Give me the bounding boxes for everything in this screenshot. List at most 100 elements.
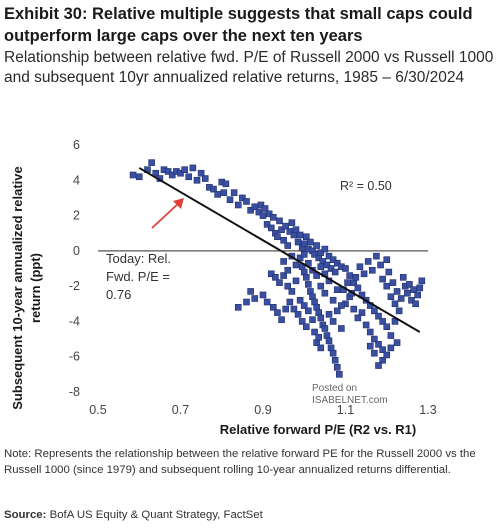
data-point	[298, 318, 306, 325]
data-point	[325, 252, 333, 260]
data-point	[325, 311, 333, 318]
source-text: BofA US Equity & Quant Strategy, FactSet	[49, 509, 263, 521]
data-point	[270, 304, 277, 311]
data-point	[333, 363, 341, 371]
watermark-line1: Posted on	[312, 383, 358, 394]
data-point	[333, 286, 341, 293]
x-tick-label: 0.7	[172, 403, 189, 417]
data-point	[338, 302, 345, 309]
data-point	[261, 205, 269, 212]
data-point	[263, 298, 271, 306]
arrow-head	[173, 198, 184, 209]
data-point	[303, 233, 310, 241]
data-point	[342, 265, 349, 272]
data-point	[366, 328, 374, 336]
data-point	[352, 274, 360, 281]
data-point	[387, 344, 395, 352]
data-point	[288, 219, 296, 226]
data-point	[307, 238, 314, 246]
data-point	[185, 173, 193, 181]
x-tick-label: 1.1	[337, 403, 354, 417]
data-point	[305, 281, 312, 288]
data-point	[414, 291, 421, 299]
data-point	[164, 168, 172, 175]
y-tick-label: -6	[69, 350, 80, 364]
data-point	[300, 251, 308, 258]
data-point	[255, 208, 263, 216]
data-point	[201, 175, 209, 182]
r-squared-label: R² = 0.50	[340, 179, 392, 193]
x-tick-label: 0.5	[89, 403, 106, 417]
data-point	[379, 318, 386, 325]
annotation-line: Today: Rel.	[106, 251, 171, 266]
data-point	[311, 328, 318, 336]
data-point	[369, 266, 376, 274]
data-point	[373, 252, 380, 260]
watermark: Posted on ISABELNET.com	[312, 383, 388, 407]
data-point	[364, 258, 372, 265]
data-point	[331, 356, 339, 364]
data-point	[389, 279, 397, 286]
data-point	[234, 304, 242, 311]
data-point	[360, 270, 368, 278]
data-point	[366, 342, 374, 350]
data-point	[300, 302, 308, 309]
data-point	[358, 309, 366, 316]
data-point	[265, 210, 273, 218]
data-point	[267, 270, 275, 278]
data-point	[336, 371, 343, 378]
data-point	[303, 323, 310, 331]
y-axis-ticks: 6 4 2 0 -2 -4 -6 -8	[69, 138, 80, 399]
arrow-shaft	[151, 201, 181, 229]
data-point	[296, 296, 304, 304]
data-point	[356, 263, 364, 271]
data-point	[284, 266, 292, 274]
data-point	[329, 349, 337, 357]
data-point	[325, 337, 333, 345]
data-point	[305, 307, 312, 315]
data-point	[375, 312, 382, 320]
data-point	[371, 349, 378, 357]
data-point	[354, 314, 362, 322]
data-point	[317, 263, 325, 271]
chart-title: Exhibit 30: Relative multiple suggests t…	[4, 5, 473, 45]
data-point	[129, 171, 137, 179]
source-line: Source: BofA US Equity & Quant Strategy,…	[4, 509, 263, 521]
data-point	[393, 288, 401, 295]
data-point	[243, 298, 250, 306]
data-point	[292, 226, 300, 233]
data-point	[284, 242, 292, 249]
data-point	[317, 344, 325, 352]
y-tick-label: -8	[69, 385, 80, 399]
data-point	[321, 325, 329, 332]
data-point	[329, 256, 337, 263]
data-point	[406, 281, 413, 288]
data-point	[234, 201, 242, 209]
data-point	[296, 231, 304, 239]
data-point	[280, 258, 287, 265]
data-point	[397, 295, 405, 302]
data-point	[193, 176, 201, 184]
data-point	[315, 334, 322, 341]
source-label: Source:	[4, 509, 47, 521]
data-point	[274, 233, 281, 241]
data-point	[210, 185, 217, 193]
data-point	[383, 323, 391, 331]
data-point	[329, 296, 337, 304]
data-point	[362, 321, 370, 329]
data-point	[177, 169, 184, 177]
data-point	[408, 296, 415, 304]
y-tick-label: -4	[69, 314, 80, 328]
data-point	[259, 212, 267, 219]
watermark-line2: ISABELNET.com	[312, 395, 388, 406]
data-point	[344, 279, 351, 286]
data-point	[387, 332, 395, 339]
data-point	[284, 282, 292, 290]
data-point	[327, 265, 335, 272]
data-point	[333, 259, 341, 267]
y-tick-label: 4	[73, 173, 80, 187]
x-axis-ticks: 0.5 0.7 0.9 1.1 1.3	[89, 403, 436, 417]
data-point	[383, 351, 391, 359]
footnote: Note: Represents the relationship betwee…	[4, 448, 476, 476]
data-point	[377, 261, 384, 269]
